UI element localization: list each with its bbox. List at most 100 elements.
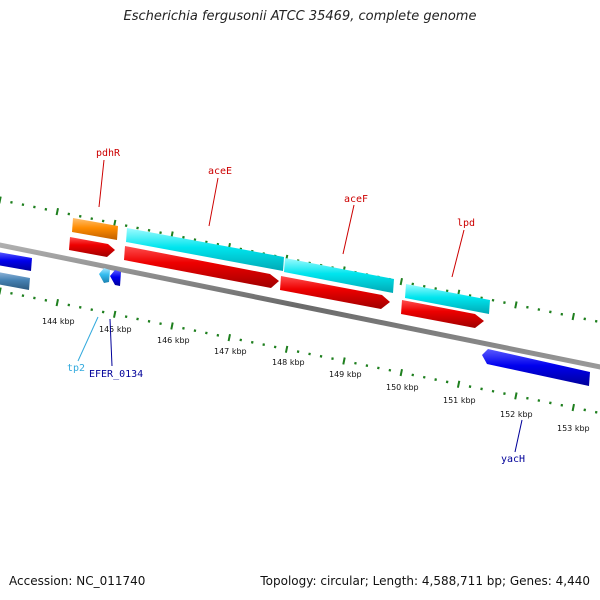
- leader-pdhR: [98, 159, 105, 208]
- minor-tick: [90, 217, 94, 221]
- major-tick: [0, 287, 2, 295]
- feature-left-steelblue[interactable]: [0, 272, 30, 290]
- minor-tick: [503, 301, 506, 305]
- genome-stats-text: Topology: circular; Length: 4,588,711 bp…: [260, 574, 590, 588]
- gene-aceF-upper[interactable]: [284, 258, 394, 293]
- minor-tick: [193, 238, 197, 242]
- minor-tick: [308, 352, 311, 356]
- minor-tick: [124, 315, 128, 319]
- minor-tick: [434, 287, 437, 291]
- minor-tick: [193, 329, 197, 333]
- minor-tick: [147, 319, 151, 323]
- minor-tick: [411, 373, 415, 377]
- major-tick: [399, 368, 403, 377]
- minor-tick: [78, 305, 82, 309]
- gene-label-aceE[interactable]: aceE: [208, 166, 232, 177]
- minor-tick: [159, 231, 162, 235]
- scale-label: 149 kbp: [329, 370, 362, 379]
- scale-label: 151 kbp: [443, 396, 476, 405]
- gene-pdhR-rna[interactable]: [72, 218, 118, 240]
- minor-tick: [468, 385, 472, 389]
- scale-label: 145 kbp: [99, 325, 132, 334]
- minor-tick: [388, 368, 392, 372]
- minor-tick: [124, 224, 128, 228]
- accession-text: Accession: NC_011740: [9, 574, 146, 588]
- minor-tick: [549, 401, 552, 405]
- gene-aceE-upper[interactable]: [126, 228, 284, 271]
- minor-tick: [250, 340, 254, 344]
- scale-label: 153 kbp: [557, 424, 590, 433]
- minor-tick: [216, 333, 220, 337]
- inner-tick-track: [0, 287, 598, 414]
- scale-label: 144 kbp: [42, 317, 75, 326]
- minor-tick: [377, 366, 380, 370]
- minor-tick: [136, 317, 139, 321]
- major-tick: [571, 403, 575, 412]
- leader-aceE: [208, 177, 219, 227]
- scale-label: 147 kbp: [214, 347, 247, 356]
- major-tick: [55, 299, 59, 307]
- scale-label: 150 kbp: [386, 383, 419, 392]
- gene-lpd-upper[interactable]: [405, 284, 490, 314]
- gene-label-tp2[interactable]: tp2: [67, 363, 85, 374]
- minor-tick: [480, 387, 483, 391]
- minor-tick: [239, 338, 243, 342]
- minor-tick: [90, 308, 94, 312]
- minor-tick: [136, 226, 139, 230]
- major-tick: [399, 277, 403, 286]
- gene-label-lpd[interactable]: lpd: [457, 218, 475, 229]
- gene-label-EFER-0134[interactable]: EFER_0134: [89, 369, 143, 380]
- minor-tick: [445, 380, 449, 384]
- minor-tick: [147, 228, 151, 232]
- leader-tp2: [77, 316, 99, 362]
- minor-tick: [182, 235, 185, 239]
- leader-aceF: [342, 204, 355, 255]
- minor-tick: [273, 345, 277, 349]
- major-tick: [456, 380, 461, 388]
- major-tick: [113, 310, 117, 318]
- minor-tick: [503, 392, 506, 396]
- leader-lpd: [451, 229, 465, 278]
- minor-tick: [101, 219, 105, 223]
- minor-tick: [354, 361, 357, 365]
- gene-label-yacH[interactable]: yacH: [501, 454, 525, 465]
- cds-pdhR[interactable]: [69, 237, 115, 257]
- minor-tick: [491, 389, 495, 393]
- major-tick: [170, 322, 174, 330]
- minor-tick: [491, 298, 495, 302]
- gene-label-aceF[interactable]: aceF: [344, 194, 368, 205]
- major-tick: [0, 196, 2, 204]
- feature-left-blue[interactable]: [0, 252, 32, 271]
- cds-aceF[interactable]: [280, 276, 390, 309]
- minor-tick: [422, 375, 426, 379]
- major-tick: [514, 301, 518, 309]
- minor-tick: [445, 289, 449, 293]
- minor-tick: [21, 203, 25, 207]
- feature-EFER-0134[interactable]: [110, 270, 121, 286]
- minor-tick: [422, 284, 426, 288]
- cds-aceE[interactable]: [124, 246, 279, 288]
- major-tick: [514, 392, 518, 400]
- gene-label-pdhR[interactable]: pdhR: [96, 148, 121, 159]
- minor-tick: [21, 294, 25, 298]
- map-title: Escherichia fergusonii ATCC 35469, compl…: [123, 9, 477, 24]
- cds-lpd[interactable]: [401, 300, 484, 328]
- gene-yacH[interactable]: [482, 349, 590, 386]
- major-tick: [55, 208, 59, 216]
- minor-tick: [78, 214, 82, 218]
- minor-tick: [159, 322, 162, 326]
- minor-tick: [434, 378, 437, 382]
- genome-backbone: [0, 242, 600, 370]
- minor-tick: [583, 317, 587, 321]
- minor-tick: [10, 200, 13, 204]
- feature-tp2[interactable]: [99, 268, 110, 283]
- minor-tick: [319, 354, 323, 358]
- minor-tick: [44, 298, 48, 302]
- minor-tick: [101, 310, 105, 314]
- minor-tick: [44, 207, 48, 211]
- major-tick: [571, 312, 575, 321]
- leader-EFER-0134: [109, 318, 113, 367]
- scale-label: 148 kbp: [272, 358, 305, 367]
